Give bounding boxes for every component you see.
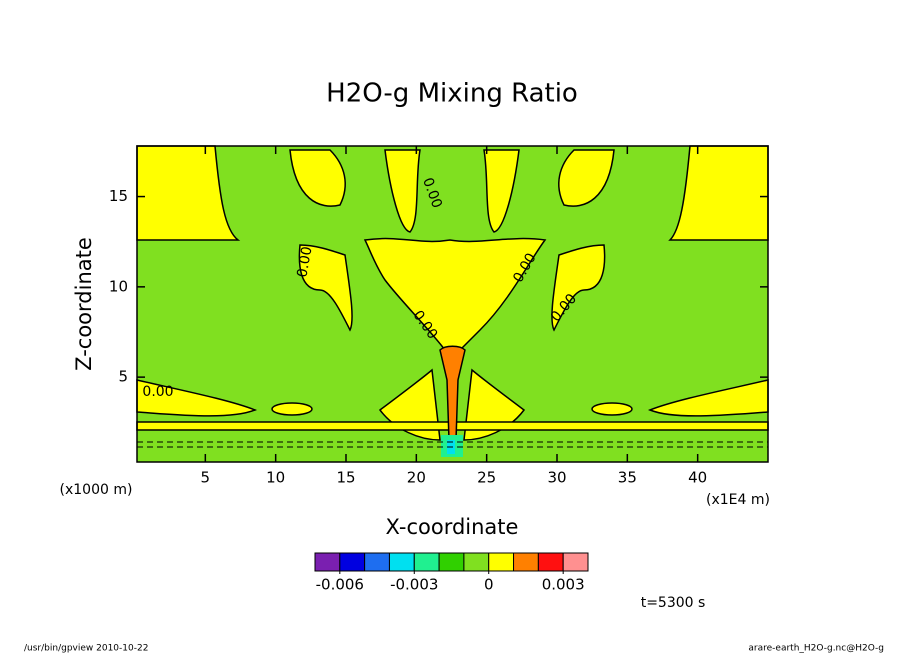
contour-label: 0.00 [142, 384, 173, 400]
colorbar-box [537, 552, 564, 572]
colorbar-tick-label: 0 [484, 576, 494, 594]
y-tick-label: 5 [118, 368, 128, 386]
footer-left: /usr/bin/gpview 2010-10-22 [24, 644, 148, 654]
contour-label: 0.00 [294, 245, 315, 278]
x-tick-label: 35 [618, 469, 637, 487]
colorbar-box [438, 552, 465, 572]
y-tick-label: 10 [109, 277, 128, 295]
colorbar-box [339, 552, 366, 572]
x-tick-label: 25 [477, 469, 496, 487]
colorbar-box [314, 552, 341, 572]
contour-field [136, 145, 769, 463]
x-unit-left: (x1000 m) [60, 482, 133, 498]
colorbar-tick-label: -0.003 [390, 576, 438, 594]
x-tick-label: 5 [201, 469, 211, 487]
colorbar-box [562, 552, 589, 572]
x-unit-right: (x1E4 m) [706, 492, 770, 508]
chart-title: H2O-g Mixing Ratio [326, 79, 578, 109]
colorbar-box [463, 552, 490, 572]
colorbar-tick-label: -0.006 [316, 576, 364, 594]
x-tick-label: 20 [407, 469, 426, 487]
y-tick-label: 15 [109, 187, 128, 205]
colorbar-box [388, 552, 415, 572]
x-tick-label: 40 [688, 469, 707, 487]
colorbar-box [413, 552, 440, 572]
time-label: t=5300 s [641, 595, 706, 611]
x-tick-label: 15 [336, 469, 355, 487]
colorbar-box [364, 552, 390, 572]
footer-right: arare-earth_H2O-g.nc@H2O-g [748, 644, 884, 654]
colorbar-box [513, 552, 539, 572]
colorbar-tick-label: 0.003 [542, 576, 585, 594]
x-tick-label: 10 [266, 469, 285, 487]
x-tick-label: 30 [547, 469, 566, 487]
x-axis-label: X-coordinate [386, 515, 519, 539]
y-axis-label: Z-coordinate [72, 237, 96, 371]
colorbar-box [488, 552, 515, 572]
